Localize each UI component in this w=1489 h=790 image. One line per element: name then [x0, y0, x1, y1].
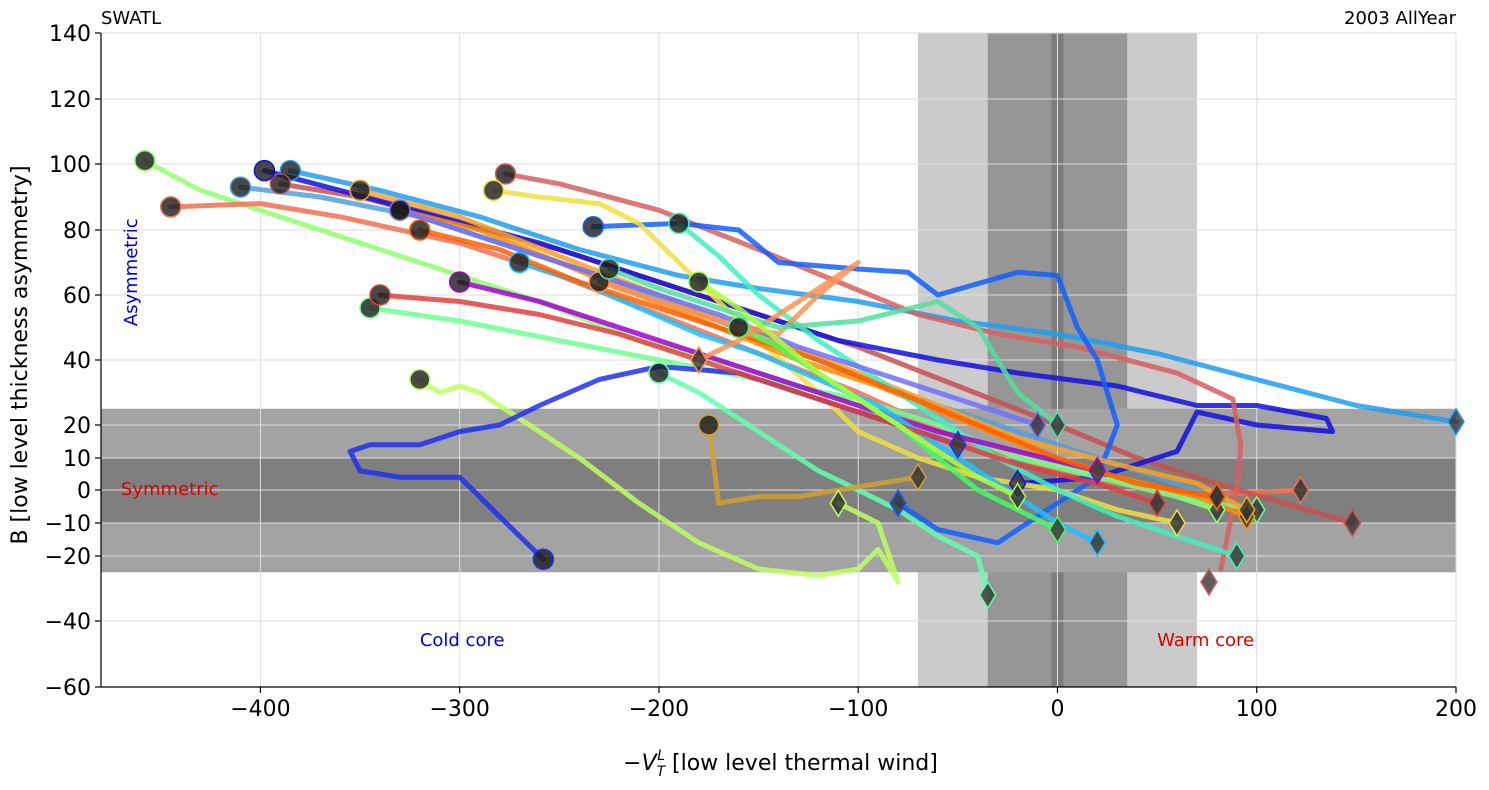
y-tick-label: 140: [49, 22, 91, 47]
end-marker-16: [1088, 456, 1107, 486]
x-tick-label: −100: [828, 697, 888, 722]
region-annotation: Asymmetric: [121, 218, 142, 326]
start-marker-5: [269, 173, 292, 195]
end-marker-2: [1291, 475, 1310, 505]
y-tick-label: −10: [45, 512, 91, 537]
x-tick-label: 0: [1050, 697, 1064, 722]
end-marker-19: [1148, 488, 1166, 518]
x-axis-label: −VTL [low level thermal wind]: [623, 748, 938, 780]
series-line-6: [261, 168, 1335, 487]
start-marker-26: [688, 271, 710, 293]
x-tick-label: −200: [629, 697, 689, 722]
series-line-4: [287, 168, 1459, 425]
end-marker-15: [1227, 541, 1246, 571]
y-tick-label: 100: [49, 153, 91, 178]
start-marker-21: [648, 362, 670, 384]
region-annotation: Cold core: [420, 630, 505, 651]
y-tick-label: 120: [49, 88, 91, 113]
y-tick-label: 10: [63, 447, 91, 472]
y-tick-label: −40: [45, 610, 91, 635]
start-marker-15: [668, 212, 690, 235]
start-marker-11: [409, 368, 431, 391]
series-line-14: [357, 187, 1250, 513]
series-line-8: [590, 220, 1120, 546]
end-marker-11: [829, 488, 848, 518]
chart-left-title: SWATL: [101, 8, 162, 29]
x-tick-label: 200: [1435, 697, 1477, 722]
series-line-23: [397, 207, 1040, 428]
y-tick-label: 80: [63, 219, 91, 244]
y-tick-label: 20: [63, 414, 91, 439]
end-marker-23: [1028, 410, 1047, 440]
series-line-24: [596, 260, 861, 363]
chart-right-title: 2003 AllYear: [1344, 8, 1456, 29]
axes: −400 −300 −200 −100 0 100 200−60−40−20−1001020…: [45, 22, 1477, 722]
start-marker-23: [389, 199, 411, 221]
series-line-15: [676, 220, 1240, 559]
start-marker-17: [508, 251, 531, 274]
end-marker-26: [1008, 482, 1027, 512]
start-marker-12: [532, 548, 555, 570]
end-marker-20: [1048, 515, 1067, 545]
end-marker-5: [1343, 508, 1362, 538]
y-tick-label: 0: [77, 479, 91, 504]
start-marker-6: [253, 159, 276, 182]
end-marker-25: [1048, 410, 1067, 440]
start-marker-19: [369, 284, 391, 306]
series-line-22: [706, 422, 921, 506]
end-marker-7: [1200, 567, 1218, 597]
series-line-21: [656, 370, 991, 598]
series-line-16: [457, 279, 1100, 474]
start-marker-14: [349, 179, 371, 202]
end-marker-17: [1088, 528, 1107, 558]
series-line-1: [142, 158, 1220, 513]
start-marker-1: [134, 150, 156, 172]
series-line-7: [503, 171, 1244, 572]
series-line-26: [696, 279, 1021, 500]
y-tick-label: 40: [63, 349, 91, 374]
region-annotation: Symmetric: [121, 479, 219, 500]
series-line-25: [606, 266, 1060, 428]
y-axis-label: B [low level thickness asymmetry]: [8, 165, 33, 544]
start-marker-9: [482, 179, 505, 202]
start-marker-3: [229, 176, 252, 198]
axis-labels: Asymmetric Symmetric Cold core Warm core B […: [8, 165, 1254, 780]
x-tick-label: −400: [230, 697, 290, 722]
y-tick-label: −60: [45, 676, 91, 701]
series-line-11: [417, 377, 901, 585]
series-group: [142, 158, 1459, 598]
end-marker-22: [909, 462, 927, 492]
end-marker-14: [1237, 495, 1256, 525]
start-marker-25: [598, 258, 620, 280]
series-line-2: [168, 201, 1304, 500]
end-marker-8: [889, 488, 907, 518]
series-line-19: [377, 292, 1160, 506]
start-marker-2: [159, 196, 182, 218]
series-line-18: [417, 227, 1220, 500]
start-marker-18: [409, 219, 431, 241]
y-tick-label: 60: [63, 284, 91, 309]
end-marker-9: [1168, 508, 1186, 538]
region-annotation: Warm core: [1157, 630, 1254, 651]
end-marker-12: [948, 430, 967, 460]
end-marker-24: [689, 345, 708, 375]
end-marker-4: [1447, 407, 1465, 437]
start-marker-8: [582, 215, 604, 238]
x-tick-label: 100: [1236, 697, 1278, 722]
start-marker-16: [448, 271, 471, 293]
x-tick-label: −300: [429, 697, 489, 722]
start-marker-20: [727, 316, 750, 339]
start-marker-7: [494, 163, 517, 185]
y-tick-label: −20: [45, 545, 91, 570]
marker-group: [134, 150, 1465, 610]
start-marker-22: [698, 414, 720, 436]
end-marker-21: [978, 580, 997, 610]
end-marker-18: [1208, 482, 1226, 512]
